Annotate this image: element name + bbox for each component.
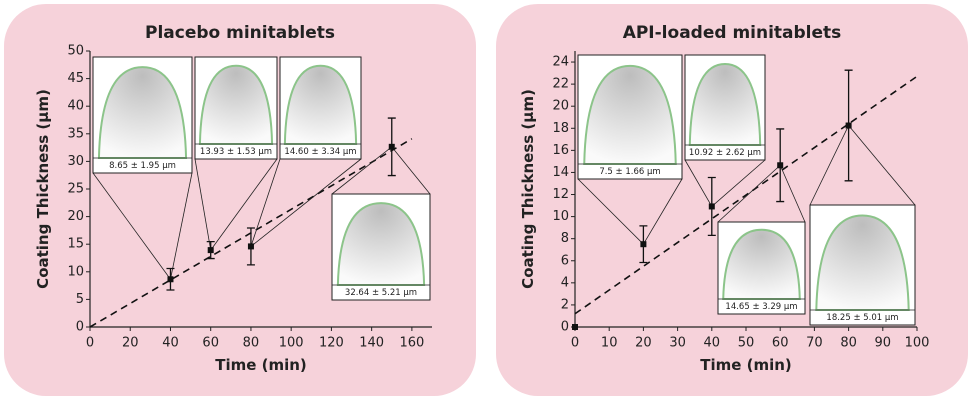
point — [572, 324, 578, 330]
connector — [711, 159, 766, 207]
y-tick-label: 6 — [561, 253, 569, 268]
connector — [809, 125, 849, 206]
y-tick-label: 25 — [67, 182, 84, 197]
x-tick-label: 40 — [162, 336, 179, 351]
inset-image — [583, 64, 677, 165]
point — [708, 203, 715, 210]
x-tick-label: 90 — [875, 336, 892, 351]
y-tick-label: 10 — [552, 209, 569, 224]
inset-image — [688, 62, 762, 146]
x-axis-label: Time (min) — [700, 356, 792, 374]
y-tick-label: 15 — [67, 237, 84, 252]
y-tick-label: 2 — [561, 297, 569, 312]
connector — [577, 178, 644, 245]
chart-title: Placebo minitablets — [145, 23, 335, 43]
y-tick-label: 40 — [67, 99, 84, 114]
connector — [848, 125, 916, 206]
point — [207, 247, 214, 254]
x-tick-label: 140 — [359, 336, 384, 351]
x-tick-label: 40 — [704, 336, 721, 351]
x-tick-label: 30 — [669, 336, 686, 351]
x-tick-label: 10 — [601, 336, 618, 351]
connector — [250, 158, 281, 247]
inset-label: 7.5 ± 1.66 μm — [599, 167, 660, 177]
y-tick-label: 45 — [67, 71, 84, 86]
inset-image — [336, 202, 426, 286]
y-tick-label: 50 — [67, 44, 84, 59]
y-tick-label: 0 — [561, 320, 569, 335]
x-tick-label: 60 — [202, 336, 219, 351]
x-tick-label: 100 — [279, 336, 304, 351]
y-tick-label: 18 — [552, 121, 569, 136]
x-tick-label: 80 — [243, 336, 260, 351]
y-tick-label: 30 — [67, 154, 84, 169]
inset-image — [283, 64, 358, 145]
connector — [643, 178, 683, 245]
inset-label: 8.65 ± 1.95 μm — [109, 161, 176, 171]
connector — [331, 146, 393, 195]
point — [167, 276, 174, 283]
chart-title: API-loaded minitablets — [623, 23, 842, 43]
connector — [684, 159, 713, 207]
y-axis-label: Coating Thickness (μm) — [519, 89, 537, 289]
inset-image — [815, 214, 910, 311]
connector — [250, 158, 362, 247]
y-tick-label: 8 — [561, 231, 569, 246]
y-tick-label: 0 — [76, 320, 84, 335]
point — [388, 143, 395, 150]
y-tick-label: 20 — [552, 99, 569, 114]
x-tick-label: 0 — [571, 336, 579, 351]
y-tick-label: 35 — [67, 126, 84, 141]
connector — [210, 158, 278, 251]
y-tick-label: 16 — [552, 143, 569, 158]
connector — [194, 158, 212, 251]
y-tick-label: 12 — [552, 187, 569, 202]
x-tick-label: 100 — [905, 336, 930, 351]
y-axis-label: Coating Thickness (μm) — [34, 89, 52, 289]
inset-image — [722, 228, 801, 300]
connector — [779, 165, 806, 223]
y-tick-label: 20 — [67, 209, 84, 224]
x-tick-label: 20 — [122, 336, 139, 351]
y-tick-label: 24 — [552, 55, 569, 70]
point — [640, 241, 647, 248]
x-tick-label: 0 — [86, 336, 94, 351]
inset-image — [97, 66, 188, 159]
inset-label: 13.93 ± 1.53 μm — [200, 147, 272, 157]
connector — [391, 146, 431, 195]
x-tick-label: 120 — [319, 336, 344, 351]
y-tick-label: 10 — [67, 264, 84, 279]
trend-line — [574, 75, 918, 315]
inset-label: 14.65 ± 3.29 μm — [725, 302, 797, 312]
y-tick-label: 22 — [552, 77, 569, 92]
y-tick-label: 4 — [561, 275, 569, 290]
x-tick-label: 70 — [806, 336, 823, 351]
x-tick-label: 50 — [738, 336, 755, 351]
inset-label: 14.60 ± 3.34 μm — [284, 147, 356, 157]
x-axis-label: Time (min) — [215, 356, 307, 374]
point — [247, 243, 254, 250]
inset-image — [198, 64, 274, 145]
inset-label: 32.64 ± 5.21 μm — [345, 288, 417, 298]
x-tick-label: 160 — [399, 336, 424, 351]
y-tick-label: 14 — [552, 165, 569, 180]
inset-label: 10.92 ± 2.62 μm — [689, 148, 761, 158]
point — [845, 122, 852, 129]
x-tick-label: 60 — [772, 336, 789, 351]
connector — [92, 172, 171, 280]
x-tick-label: 80 — [840, 336, 857, 351]
inset-label: 18.25 ± 5.01 μm — [826, 313, 898, 323]
y-tick-label: 5 — [76, 292, 84, 307]
connector — [717, 164, 781, 223]
x-tick-label: 20 — [635, 336, 652, 351]
point — [777, 162, 784, 169]
connector — [170, 172, 193, 280]
